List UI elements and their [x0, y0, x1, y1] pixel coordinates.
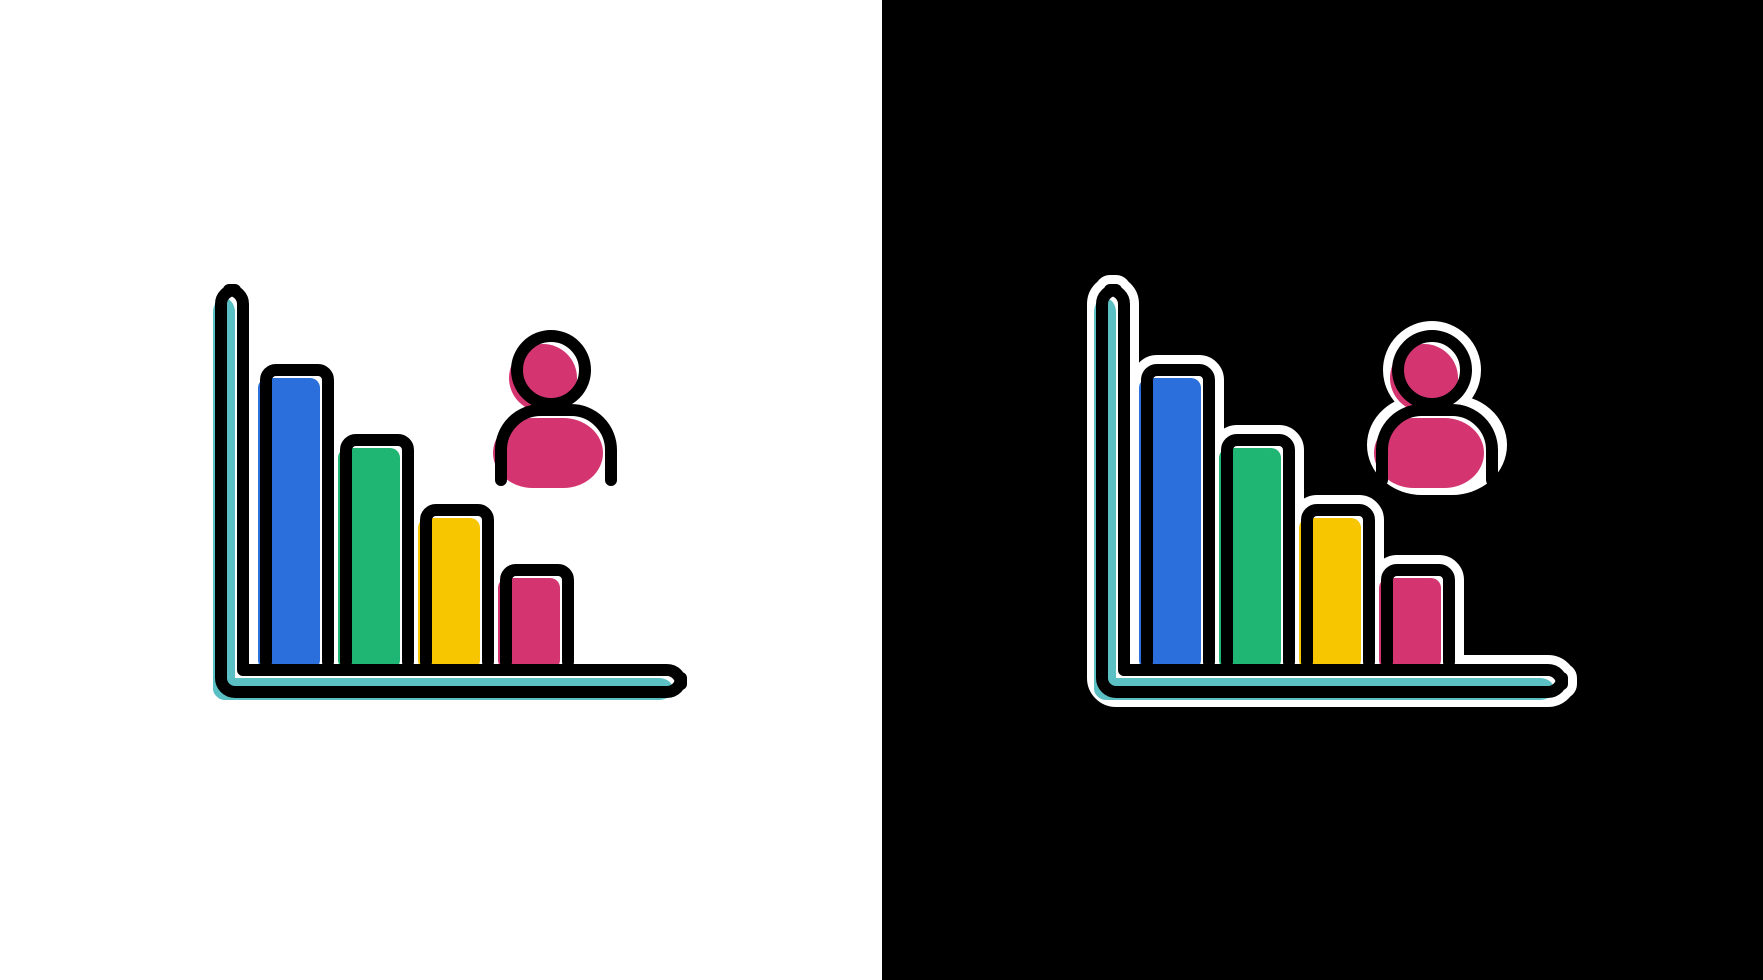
chart-icon-light — [181, 270, 701, 710]
analytics-person-icon-light — [181, 270, 701, 710]
analytics-person-icon-dark — [1062, 270, 1582, 710]
panel-light — [0, 0, 882, 980]
chart-icon-dark — [1062, 270, 1582, 710]
panel-dark — [882, 0, 1763, 980]
